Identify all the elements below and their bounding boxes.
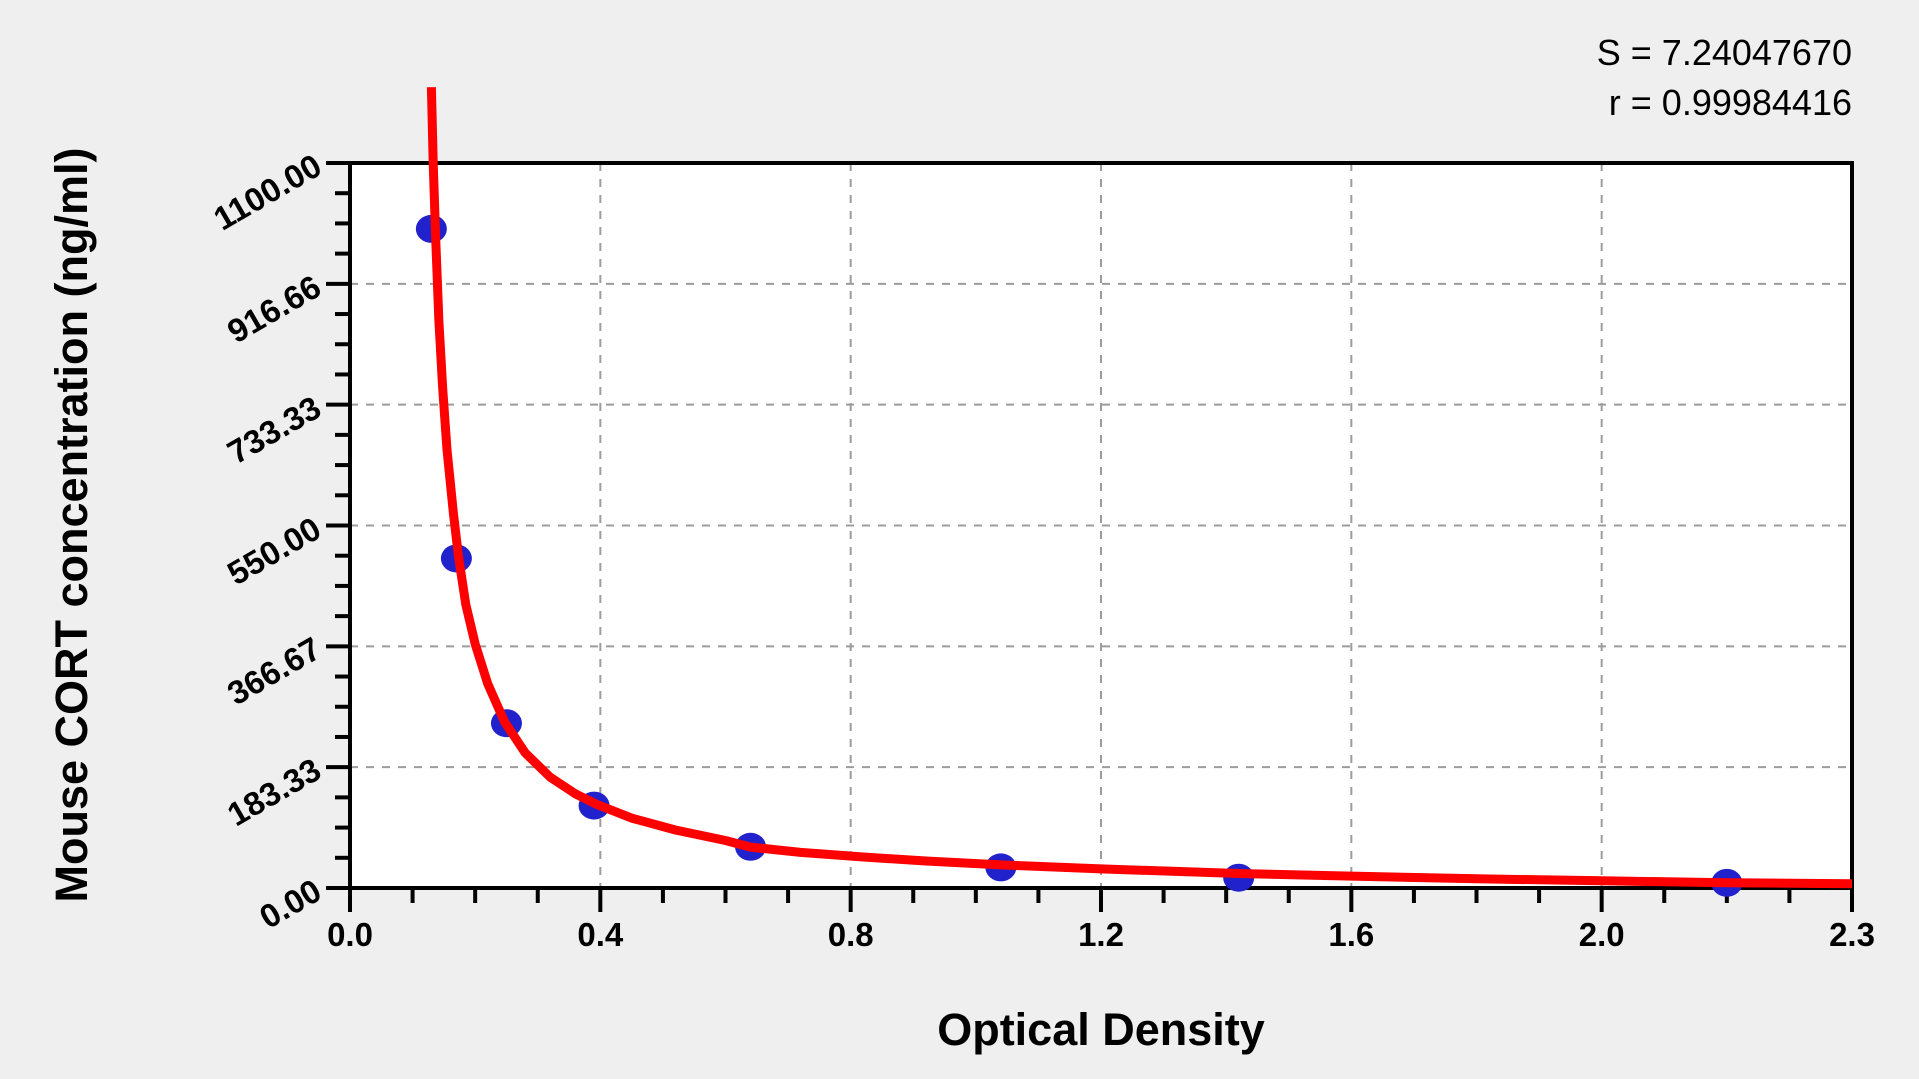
y-axis-title: Mouse CORT concentration (ng/ml) xyxy=(46,147,97,903)
x-tick-label-1.2: 1.2 xyxy=(1078,916,1124,953)
plot-border xyxy=(348,161,1854,890)
x-tick-label-2.0: 2.0 xyxy=(1578,916,1625,953)
stat-s-value: S = 7.24047670 xyxy=(1596,32,1852,73)
x-tick-label-0.0: 0.0 xyxy=(327,916,373,953)
x-tick-label-1.6: 1.6 xyxy=(1328,916,1375,953)
stat-r-value: r = 0.99984416 xyxy=(1608,82,1852,123)
x-tick-label-0.8: 0.8 xyxy=(827,916,874,953)
x-tick-label-0.4: 0.4 xyxy=(577,916,624,953)
fit-statistics: S = 7.24047670 r = 0.99984416 xyxy=(1597,28,1852,128)
x-tick-label-2.3: 2.3 xyxy=(1829,916,1875,953)
fitted-curve xyxy=(426,87,1853,889)
x-axis-title: Optical Density xyxy=(937,1004,1265,1055)
